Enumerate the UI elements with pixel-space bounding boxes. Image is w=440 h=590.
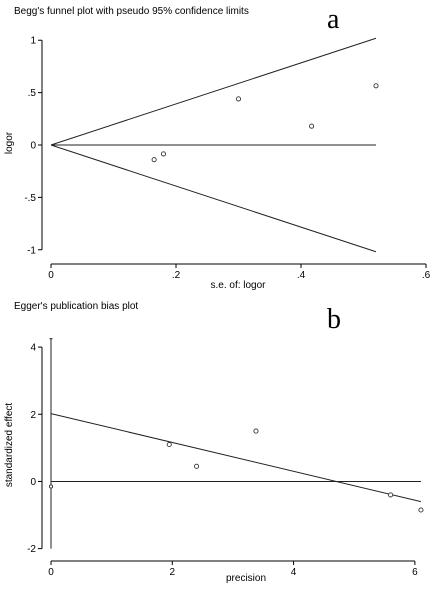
chart-b-data-point [253, 428, 259, 434]
chart-a-y-tick-label: 1 [30, 36, 36, 47]
chart-b-data-point [388, 492, 394, 498]
chart-b-x-tick-label: 4 [291, 567, 297, 578]
chart-b-y-axis-title: standardized effect [4, 403, 15, 488]
chart-a-data-point [151, 157, 157, 163]
chart-a-upper-confidence-limit [50, 37, 377, 146]
chart-a-data-point [373, 83, 379, 89]
chart-b-x-tick-label: 6 [412, 567, 418, 578]
chart-b-data-point [166, 441, 172, 448]
chart-b-panel-letter: b [327, 304, 341, 335]
chart-a-x-tick-label: .6 [422, 270, 431, 281]
chart-b-data-point [193, 463, 200, 469]
chart-a-y-tick-label: 0 [30, 141, 36, 152]
chart-b-y-tick-label: -2 [27, 544, 36, 555]
chart-b-plot: -2 0 2 4 0 2 4 6 [27, 338, 424, 578]
chart-a-title: Begg's funnel plot with pseudo 95% confi… [14, 6, 249, 17]
chart-a-y-tick-label: -1 [27, 245, 36, 256]
chart-b-y-tick-label: 4 [30, 343, 36, 354]
chart-a-plot: -1 -.5 0 .5 1 0 .2 .4 .6 [24, 36, 430, 281]
chart-a-y-tick-label: .5 [28, 88, 37, 99]
chart-a-lower-confidence-limit [50, 144, 377, 253]
chart-a-x-tick-label: .2 [172, 270, 181, 281]
chart-a-y-axis-title: logor [4, 131, 15, 154]
chart-b-x-tick-label: 0 [48, 567, 54, 578]
chart-a-data-point [309, 123, 315, 129]
chart-a-x-tick-label: 0 [48, 270, 54, 281]
chart-b-intercept-estimate [48, 484, 54, 489]
chart-b-title: Egger's publication bias plot [14, 301, 138, 312]
chart-a-y-tick-label: -.5 [24, 193, 36, 204]
chart-b-y-tick-label: 2 [30, 410, 36, 421]
chart-a-data-point [160, 151, 167, 157]
chart-a-panel-letter: a [327, 4, 340, 35]
chart-a-x-tick-label: .4 [297, 270, 306, 281]
chart-b-x-axis-title: precision [226, 573, 266, 584]
chart-a-data-point [235, 96, 242, 102]
chart-b-y-tick-label: 0 [30, 477, 36, 488]
chart-b-regression-line [50, 413, 422, 503]
chart-a-x-axis-title: s.e. of: logor [210, 280, 266, 291]
chart-b-data-point [418, 507, 424, 513]
chart-b-x-tick-label: 2 [170, 567, 176, 578]
